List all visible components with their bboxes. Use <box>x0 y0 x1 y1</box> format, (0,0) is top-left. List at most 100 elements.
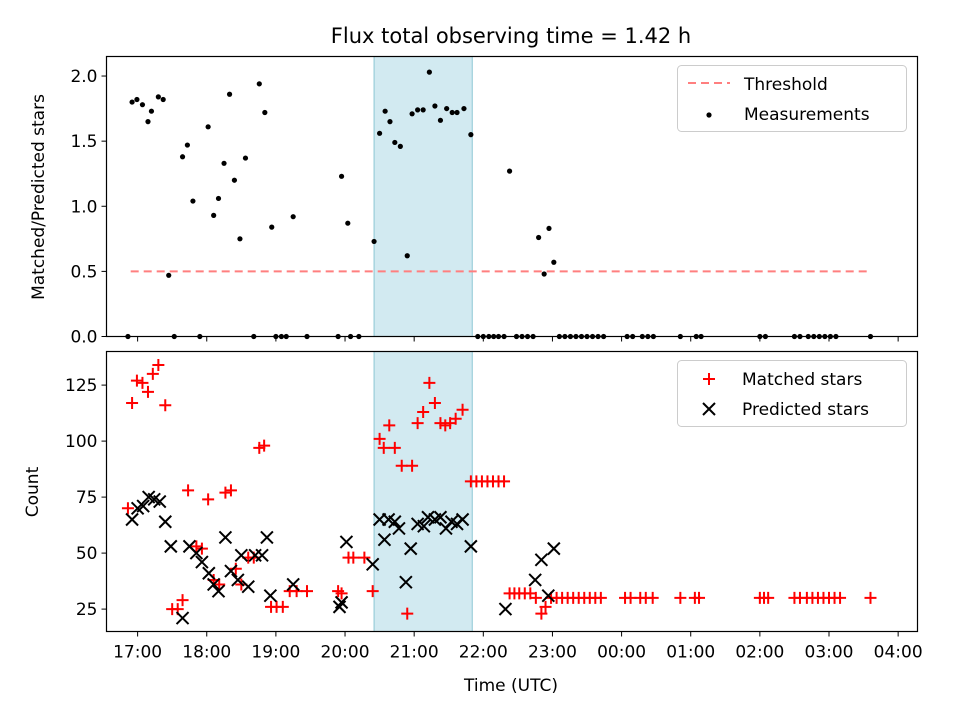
measurement-point <box>221 160 227 166</box>
top-axes-frame <box>105 55 919 338</box>
bottom-xtick-label: 18:00 <box>182 643 231 663</box>
measurement-point <box>444 105 450 112</box>
predicted-star-point <box>125 512 139 527</box>
bottom-y-axis-label: Count <box>23 466 43 517</box>
top-legend: Threshold Measurements <box>677 65 907 132</box>
matched-star-point <box>146 367 159 380</box>
measurement-point <box>371 238 377 245</box>
measurement-point <box>461 105 467 112</box>
bottom-xtick-label: 22:00 <box>459 643 508 663</box>
matched-star-point <box>276 600 289 613</box>
matched-star-point <box>182 484 195 497</box>
legend-measurements-label: Measurements <box>744 105 870 125</box>
measurement-point <box>155 94 161 100</box>
top-ytick-label: 1.5 <box>70 132 97 152</box>
matched-star-point <box>130 374 143 387</box>
predicted-star-point <box>211 584 226 598</box>
bottom-legend: Matched stars Predicted stars <box>677 360 907 427</box>
matched-star-point <box>366 585 379 598</box>
predicted-star-point <box>388 515 402 529</box>
matched-star-point <box>646 591 659 604</box>
bottom-ytick-label: 25 <box>76 600 98 620</box>
matched-star-point <box>762 591 775 604</box>
predicted-star-point <box>136 499 150 513</box>
predicted-star-point <box>260 530 274 545</box>
matched-star-point <box>401 607 414 620</box>
bottom-xtick-label: 23:00 <box>528 643 577 663</box>
measurement-point <box>426 69 432 75</box>
predicted-star-point <box>528 573 542 587</box>
measurement-point <box>166 272 172 278</box>
predicted-star-point <box>392 521 406 536</box>
bottom-xtick-label: 04:00 <box>874 643 923 663</box>
bottom-ytick-label: 50 <box>76 544 98 564</box>
predicted-star-point <box>158 515 172 529</box>
matched-star-point <box>428 397 441 410</box>
predicted-star-point <box>498 602 513 616</box>
matched-star-point <box>213 578 226 591</box>
measurement-point <box>404 253 410 259</box>
matched-star-point <box>383 419 396 432</box>
matched-star-point <box>358 551 371 564</box>
bottom-xtick-label: 17:00 <box>113 643 162 663</box>
measurement-point <box>454 109 460 116</box>
matched-star-point <box>498 475 511 488</box>
predicted-star-point <box>417 519 431 533</box>
predicted-star-point <box>224 564 238 578</box>
matched-star-point <box>347 551 360 564</box>
predicted-star-point <box>286 577 300 592</box>
matched-star-point <box>693 591 706 604</box>
measurement-point <box>409 111 415 117</box>
bottom-xtick-label: 21:00 <box>390 643 439 663</box>
measurement-point <box>256 81 262 87</box>
bottom-x-ticks: 17:00 18:00 19:00 20:00 21:00 22:00 23:00 00:00… <box>113 631 923 663</box>
matched-star-point <box>301 585 314 598</box>
legend-threshold-label: Threshold <box>743 75 828 95</box>
predicted-star-point <box>332 600 347 614</box>
predicted-star-point <box>218 530 233 545</box>
predicted-star-point <box>365 557 380 572</box>
measurement-point <box>134 96 140 103</box>
predicted-star-point <box>534 553 549 567</box>
bottom-panel: 25 50 75 100 125 17:00 18:00 19:00 20:00 21:00 22… <box>23 350 923 696</box>
measurement-point <box>551 259 557 265</box>
matched-star-point <box>535 607 548 620</box>
matched-star-point <box>136 376 149 389</box>
predicted-star-point <box>263 588 278 603</box>
matched-star-point <box>594 591 607 604</box>
top-y-axis-label: Matched/Predicted stars <box>29 94 49 300</box>
legend-measurements-swatch <box>706 112 712 118</box>
top-ytick-label: 2.0 <box>70 67 97 87</box>
matched-star-point <box>258 439 271 452</box>
measurement-point <box>541 271 547 277</box>
top-ytick-label: 1.0 <box>70 197 97 217</box>
matched-star-point <box>388 441 401 454</box>
matched-star-point <box>449 412 462 425</box>
measurement-point <box>382 108 388 114</box>
matched-star-point <box>202 493 215 506</box>
chart-title: Flux total observing time = 1.42 h <box>331 24 691 48</box>
measurement-point <box>226 91 233 97</box>
matched-star-point <box>152 358 165 371</box>
top-x-ticks <box>137 336 899 342</box>
measurement-point <box>546 225 552 232</box>
measurement-point <box>231 177 238 183</box>
matched-star-point <box>126 397 139 410</box>
matched-star-point <box>411 417 424 430</box>
measurement-point <box>506 168 513 174</box>
matched-star-point <box>529 591 542 604</box>
predicted-star-point <box>377 532 392 547</box>
top-legend-box <box>677 65 907 132</box>
measurement-point <box>345 220 351 226</box>
predicted-star-point <box>164 539 178 554</box>
matched-star-point <box>335 587 348 600</box>
legend-matched-swatch <box>703 373 715 385</box>
predicted-star-point <box>464 539 478 554</box>
measurement-point <box>184 142 190 148</box>
bottom-ytick-label: 75 <box>76 488 98 508</box>
matched-star-point <box>423 376 436 389</box>
matched-star-point <box>377 441 390 454</box>
predicted-star-point <box>547 541 561 556</box>
measurement-point <box>190 198 196 204</box>
